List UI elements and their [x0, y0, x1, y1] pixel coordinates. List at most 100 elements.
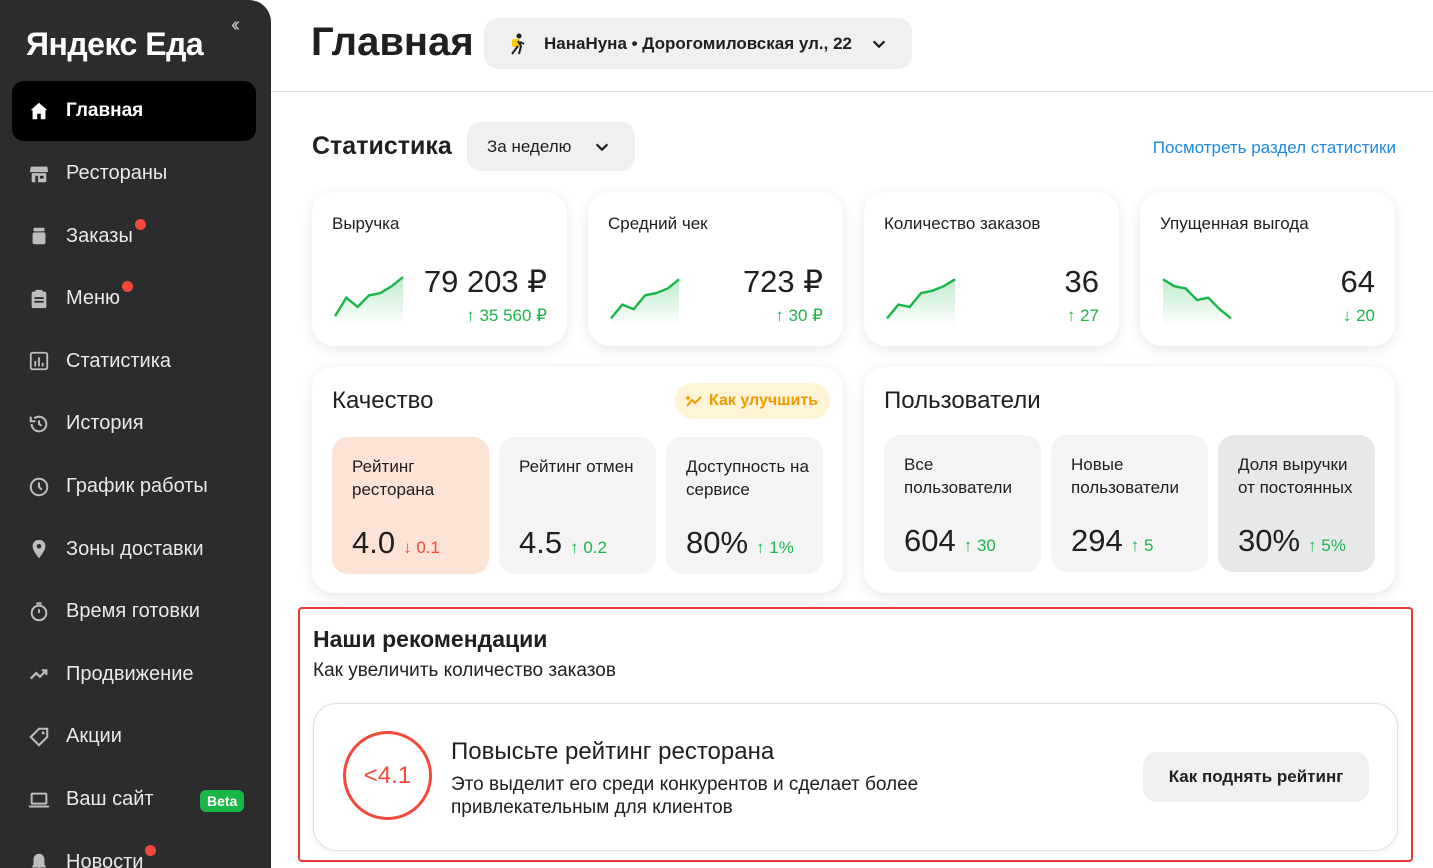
sidebar-item-label: Время готовки [66, 600, 200, 623]
tile-value: 30% ↑ 5% [1238, 523, 1346, 559]
kpi-delta-value: 27 [1080, 306, 1099, 325]
sidebar-item-history[interactable]: История [12, 394, 256, 454]
raise-rating-button[interactable]: Как поднять рейтинг [1143, 752, 1369, 802]
tile-new-users[interactable]: Новые пользователи 294 ↑ 5 [1051, 435, 1208, 572]
history-icon [26, 411, 52, 437]
chart-icon [26, 348, 52, 374]
place-label: НанаНуна • Дорогомиловская ул., 22 [544, 33, 852, 53]
statistics-link[interactable]: Посмотреть раздел статистики [1152, 138, 1396, 157]
tile-delta: ↑ 5% [1308, 536, 1346, 555]
users-card: Пользователи Все пользователи 604 ↑ 30 Но… [864, 367, 1395, 593]
kpi-card-revenue[interactable]: Выручка 79 203 ₽ ↑ 35 560 ₽ [312, 192, 567, 346]
sidebar-item-home[interactable]: Главная [12, 81, 256, 141]
chevron-down-icon [872, 40, 886, 48]
sparkline-area [887, 279, 955, 326]
pin-icon [26, 536, 52, 562]
tile-cancel-rating[interactable]: Рейтинг отмен 4.5 ↑ 0.2 [499, 437, 656, 574]
kpi-label: Выручка [332, 214, 400, 233]
sidebar-item-orders[interactable]: Заказы [12, 206, 256, 266]
tile-value-number: 80% [686, 525, 749, 560]
tile-delta-value: 30 [976, 536, 996, 555]
sidebar-item-website[interactable]: Ваш сайт Beta [12, 770, 256, 830]
sidebar-item-label: Главная [66, 100, 144, 121]
top-header: Главная НанаНуна • Дорогомиловская ул., … [271, 0, 1433, 92]
how-to-improve-button[interactable]: Как улучшить [675, 383, 830, 419]
kpi-card-avg-check[interactable]: Средний чек 723 ₽ ↑ 30 ₽ [588, 192, 843, 346]
bell-icon [26, 849, 52, 868]
notification-dot [134, 218, 146, 230]
sidebar-item-label: Меню [66, 287, 121, 310]
tile-availability[interactable]: Доступность на сервисе 80% ↑ 1% [666, 437, 823, 574]
sidebar-item-statistics[interactable]: Статистика [12, 331, 256, 391]
sidebar-item-label: Ваш сайт [66, 788, 154, 811]
kpi-card-orders-count[interactable]: Количество заказов 36 ↑ 27 [864, 192, 1119, 346]
notification-dot [145, 844, 157, 856]
tile-delta: ↑ 5 [1130, 536, 1154, 555]
sidebar: Яндекс Еда ‹‹ Главная Рестораны Заказы М… [0, 0, 271, 868]
period-label: За неделю [487, 136, 572, 156]
period-selector[interactable]: За неделю [467, 122, 635, 171]
kpi-value: 723 ₽ [742, 264, 823, 299]
sidebar-item-label: Заказы [66, 224, 133, 247]
quality-card: Качество Как улучшить Рейтинг ресторана … [312, 367, 843, 593]
arrow-up-icon: ↑ [775, 306, 784, 325]
tile-delta: ↑ 30 [963, 536, 996, 555]
tile-label: Доля выручки от постоянных [1238, 455, 1353, 497]
sidebar-item-cooking-time[interactable]: Время готовки [12, 582, 256, 642]
sparkline-line [610, 278, 680, 320]
tile-label: Доступность на сервисе [686, 457, 809, 499]
tile-restaurant-rating[interactable]: Рейтинг ресторана 4.0 ↓ 0.1 [332, 437, 489, 574]
tile-value-number: 4.5 [519, 525, 563, 560]
tile-value: 80% ↑ 1% [686, 525, 794, 561]
sidebar-item-menu[interactable]: Меню [12, 269, 256, 329]
kpi-delta: ↑ 27 [1067, 306, 1099, 326]
timer-icon [26, 599, 52, 625]
kpi-card-lost-profit[interactable]: Упущенная выгода 64 ↓ 20 [1140, 192, 1395, 346]
sidebar-item-schedule[interactable]: График работы [12, 457, 256, 517]
collapse-sidebar-icon[interactable]: ‹‹ [231, 14, 241, 36]
kpi-delta-value: 20 [1356, 306, 1375, 325]
tile-value-number: 604 [904, 523, 956, 558]
tile-label: Рейтинг отмен [519, 457, 634, 476]
sparkline [1162, 278, 1232, 326]
sidebar-item-deals[interactable]: Акции [12, 707, 256, 767]
recommendations-section: Наши рекомендации Как увеличить количест… [298, 607, 1413, 862]
clock-icon [26, 474, 52, 500]
store-icon [26, 161, 52, 187]
beta-badge: Beta [200, 789, 245, 812]
sidebar-item-label: Зоны доставки [66, 537, 204, 560]
tile-delta: ↑ 1% [756, 538, 794, 557]
tile-delta: ↓ 0.1 [403, 538, 440, 557]
notification-dot [122, 281, 134, 293]
recommendations-title: Наши рекомендации [313, 626, 548, 652]
sparkline-line [333, 276, 404, 317]
sidebar-item-delivery-zones[interactable]: Зоны доставки [12, 519, 256, 579]
sidebar-item-news[interactable]: Новости [12, 832, 256, 868]
tile-label: Рейтинг ресторана [352, 457, 435, 499]
recommendation-card: <4.1 Повысьте рейтинг ресторана Это выде… [313, 703, 1398, 851]
arrow-up-icon: ↑ [1066, 306, 1076, 325]
rating-threshold-badge: <4.1 [343, 731, 432, 820]
kpi-label: Упущенная выгода [1160, 214, 1309, 233]
tile-delta: ↑ 0.2 [570, 538, 607, 557]
tile-regular-revenue-share[interactable]: Доля выручки от постоянных 30% ↑ 5% [1218, 435, 1375, 572]
tile-all-users[interactable]: Все пользователи 604 ↑ 30 [884, 435, 1041, 572]
tile-value-number: 30% [1238, 523, 1301, 558]
tile-value: 604 ↑ 30 [904, 523, 996, 559]
how-to-improve-label: Как улучшить [709, 392, 818, 409]
place-selector[interactable]: НанаНуна • Дорогомиловская ул., 22 [484, 18, 912, 69]
clipboard-icon [26, 286, 52, 312]
users-title: Пользователи [884, 387, 1041, 414]
kpi-delta: ↓ 20 [1343, 306, 1375, 326]
kpi-delta-value: 30 ₽ [788, 306, 823, 325]
tile-delta-value: 0.1 [416, 538, 440, 557]
sidebar-item-restaurants[interactable]: Рестораны [12, 144, 256, 204]
sidebar-item-label: Рестораны [66, 162, 168, 185]
sidebar-item-label: Продвижение [66, 662, 194, 685]
sparkline-area [1163, 279, 1231, 326]
tile-delta-value: 0.2 [583, 538, 607, 557]
courier-icon [511, 33, 525, 55]
arrow-down-icon: ↓ [1342, 306, 1352, 325]
sidebar-item-promotion[interactable]: Продвижение [12, 644, 256, 704]
sparkline [333, 276, 404, 326]
